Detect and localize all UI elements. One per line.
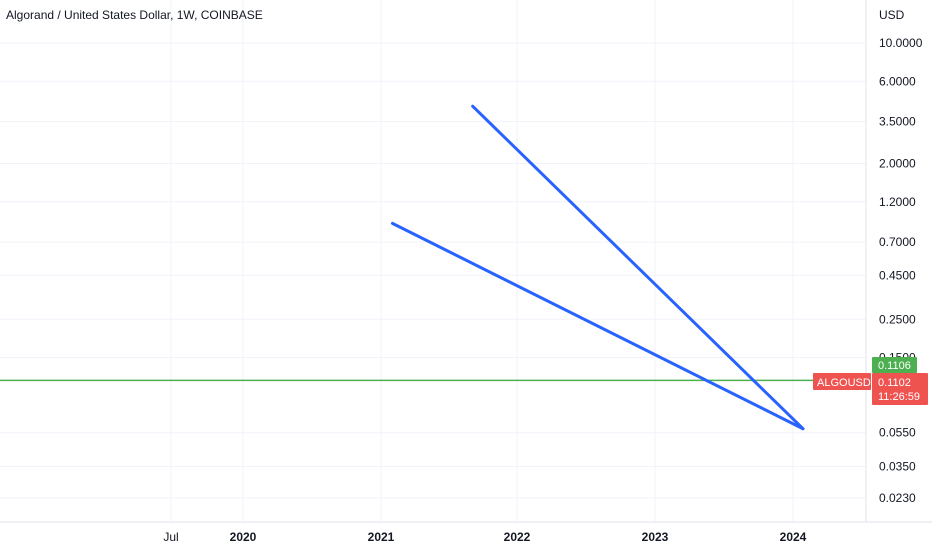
symbol-tag-label: ALGOUSD (817, 377, 871, 389)
countdown-timer: 11:26:59 (878, 391, 920, 403)
price-tag-green-value: 0.1106 (878, 360, 911, 372)
y-tick-label: 0.2500 (879, 312, 916, 326)
y-tick-label: 10.0000 (879, 36, 923, 50)
y-tick-label: 0.0550 (879, 426, 916, 440)
y-tick-label: 0.4500 (879, 268, 916, 282)
price-tag-red-value: 0.1102 (878, 377, 911, 389)
y-tick-label: 2.0000 (879, 157, 916, 171)
y-tick-label: 3.5000 (879, 115, 916, 129)
chart-title: Algorand / United States Dollar, 1W, COI… (6, 8, 263, 22)
x-tick-label: 2022 (504, 530, 531, 544)
time-axis[interactable]: Jul 2020 2021 2022 2023 2024 (0, 521, 932, 544)
y-tick-label: 0.0230 (879, 491, 916, 505)
y-tick-label: 6.0000 (879, 74, 916, 88)
trendline-lower-support[interactable] (390, 221, 805, 431)
x-tick-label: 2021 (368, 530, 395, 544)
currency-label: USD (879, 8, 905, 22)
x-tick-label: Jul (163, 530, 178, 544)
x-tick-label: 2020 (230, 530, 257, 544)
price-tag-red (872, 373, 928, 405)
y-tick-label: 0.7000 (879, 235, 916, 249)
price-tags: 0.1106 ALGOUSD 0.1102 11:26:59 (813, 357, 928, 405)
trendlines (390, 104, 805, 431)
x-tick-label: 2023 (642, 530, 669, 544)
chart-grid (0, 0, 866, 522)
symbol-tag (813, 373, 871, 390)
trendline-upper-resistance[interactable] (471, 104, 805, 431)
price-axis[interactable]: 10.0000 6.0000 3.5000 2.0000 1.2000 0.7000 0.4… (865, 0, 923, 522)
y-tick-label: 1.2000 (879, 195, 916, 209)
x-tick-label: 2024 (780, 530, 807, 544)
price-tag-green (872, 357, 917, 373)
y-tick-label: 0.0350 (879, 460, 916, 474)
